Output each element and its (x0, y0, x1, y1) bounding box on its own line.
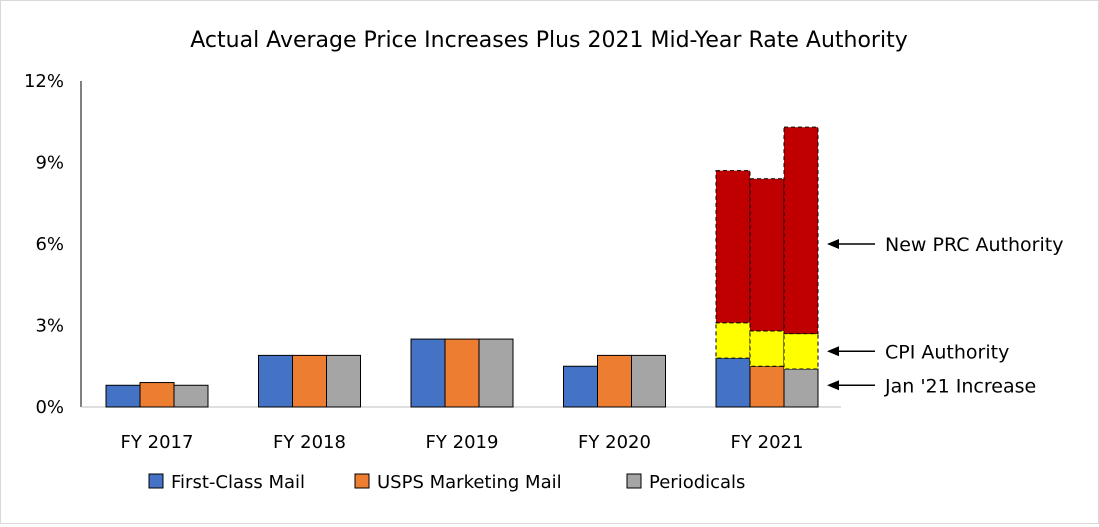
bar-periodicals-fy-2021 (783, 368, 819, 408)
y-tick-label: 0% (35, 397, 64, 418)
bars-group (105, 126, 819, 408)
bar-first-class-mail-fy-2021 (715, 357, 751, 408)
bar-first-class-mail-fy-2018 (258, 354, 293, 408)
bar-periodicals-fy-2018 (326, 354, 361, 408)
bar-periodicals-fy-2020 (631, 354, 666, 408)
legend-label: Periodicals (649, 472, 745, 493)
x-tick-label: FY 2019 (426, 432, 499, 453)
bar-usps-marketing-mail-fy-2019 (444, 338, 480, 408)
bar-first-class-mail-fy-2020 (563, 365, 598, 408)
y-tick-label: 3% (35, 316, 64, 337)
legend-swatch-periodicals (626, 473, 642, 489)
chart-title: Actual Average Price Increases Plus 2021… (190, 28, 907, 53)
legend: First-Class Mail USPS Marketing Mail Perio… (148, 472, 745, 493)
stack-new-prc-authority-periodicals (783, 126, 819, 335)
stack-new-prc-authority-first-class-mail (715, 170, 751, 324)
y-tick-label: 9% (35, 153, 64, 174)
y-axis-ticks: 0% 3% 6% 9% 12% (24, 71, 64, 418)
stack-cpi-authority-first-class-mail (715, 322, 751, 359)
bar-first-class-mail-fy-2019 (410, 338, 446, 408)
x-tick-label: FY 2021 (731, 432, 804, 453)
stack-cpi-authority-usps-marketing-mail (749, 330, 785, 367)
legend-label: USPS Marketing Mail (377, 472, 562, 493)
x-tick-label: FY 2020 (578, 432, 651, 453)
bar-usps-marketing-mail-fy-2017 (139, 382, 175, 408)
annotation-label: New PRC Authority (885, 234, 1063, 256)
stack-new-prc-authority-usps-marketing-mail (749, 178, 785, 332)
x-axis-ticks: FY 2017 FY 2018 FY 2019 FY 2020 FY 2021 (121, 432, 804, 453)
bar-usps-marketing-mail-fy-2018 (292, 354, 327, 408)
annotations-group: New PRC Authority CPI Authority Jan '21 In… (827, 234, 1063, 397)
x-tick-label: FY 2017 (121, 432, 194, 453)
bar-periodicals-fy-2017 (173, 384, 209, 408)
legend-label: First-Class Mail (171, 472, 305, 493)
y-tick-label: 6% (35, 234, 64, 255)
bar-usps-marketing-mail-fy-2021 (749, 365, 785, 408)
legend-swatch-first-class-mail (148, 473, 164, 489)
annotation-label: CPI Authority (885, 341, 1009, 363)
stack-cpi-authority-periodicals (783, 333, 819, 370)
annotation-arrow-head (827, 346, 839, 357)
bar-first-class-mail-fy-2017 (105, 384, 141, 408)
y-tick-label: 12% (24, 71, 64, 92)
x-tick-label: FY 2018 (273, 432, 346, 453)
annotation-arrow-head (827, 239, 839, 249)
bar-usps-marketing-mail-fy-2020 (597, 354, 632, 408)
annotation-arrow-head (827, 380, 839, 391)
bar-periodicals-fy-2019 (478, 338, 514, 408)
annotation-label: Jan '21 Increase (884, 375, 1036, 397)
legend-swatch-usps-marketing-mail (354, 473, 370, 489)
